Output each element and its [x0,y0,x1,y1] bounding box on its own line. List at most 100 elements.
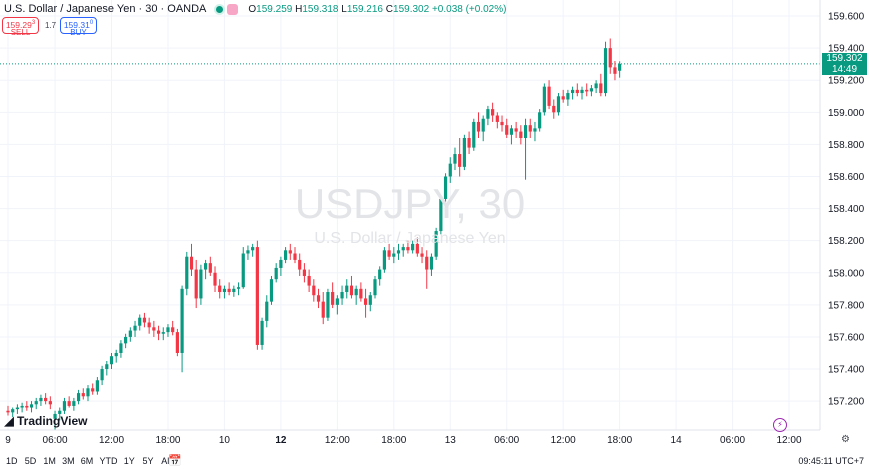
settings-gear-icon[interactable]: ⚙ [841,434,850,445]
buy-label: BUY [70,27,87,37]
candle-body [495,115,499,122]
candle [439,195,443,235]
candle [260,317,264,350]
sell-button[interactable]: 159.293 SELL [2,17,39,37]
range-button-5d[interactable]: 5D [24,456,37,466]
data-status-icon[interactable] [227,3,239,15]
candle [72,397,76,411]
tradingview-logo-icon: ◢ [4,413,14,428]
candle-body [307,275,311,286]
candle-body [613,67,617,74]
candle-body [199,269,203,299]
candle-body [91,388,95,392]
candle-body [331,292,335,305]
last-price-value: 159.302 [826,53,863,64]
candle-body [561,96,565,100]
candle [218,279,222,299]
candle [91,383,95,395]
candle [213,266,217,293]
candle [458,137,462,177]
candle-body [147,322,151,328]
candle [95,377,99,395]
candle-body [260,320,264,345]
bottom-toolbar: 1D 5D 1M 3M 6M YTD 1Y 5Y All 📅 09:45:11 UTC+7 [0,450,870,470]
candle [208,256,212,276]
candle [523,118,528,180]
range-button-1y[interactable]: 1Y [123,456,135,466]
candle-body [166,327,170,333]
candle-body [189,256,194,270]
candle-body [585,89,589,92]
candle-body [152,327,156,331]
calendar-icon[interactable]: 📅 [168,455,182,467]
range-button-3m[interactable]: 3M [62,456,75,466]
buy-button[interactable]: 159.310 BUY [60,17,97,37]
tradingview-logo[interactable]: ◢ TradingView [4,413,87,429]
price-tick-label: 157.400 [828,365,865,376]
candle-body [312,285,316,296]
close-label: C [385,3,394,15]
candle-body [20,405,24,408]
sell-label: SELL [10,27,31,37]
candle-body [486,109,490,119]
candle-body [72,401,76,406]
candle-body [321,301,325,318]
candle-body [382,250,386,270]
range-button-1d[interactable]: 1D [6,456,18,466]
candle [180,285,184,373]
market-status-icon[interactable] [214,3,226,15]
candle-body [251,247,255,251]
candle-body [269,279,274,302]
time-tick-label: 14 [671,435,683,446]
candle [594,80,598,94]
candle-body [236,287,241,289]
lightning-icon[interactable]: ⚡ [773,418,787,432]
candle [15,404,20,414]
candle-body [218,285,222,293]
candle [109,352,114,370]
candle-body [279,259,283,268]
candle-body [241,253,245,288]
candle-body [274,267,278,280]
range-button-ytd[interactable]: YTD [99,456,118,466]
candle [166,324,170,337]
candle [241,247,245,289]
candle-body [618,63,622,71]
candle [194,259,198,309]
candle [448,157,452,183]
candle [302,263,307,283]
buy-price: 159.31 [63,19,90,30]
candle-body [509,128,514,135]
candle [613,60,617,81]
clock[interactable]: 09:45:11 UTC+7 [798,456,864,466]
candle [326,288,330,321]
candle [618,61,622,78]
time-axis[interactable]: 9 06:00 12:00 18:00 10 12 12:00 18:00 13 06:00 12:… [0,429,820,446]
candle-body [580,89,584,94]
candle-body [204,263,208,270]
time-tick-label: 18:00 [607,435,632,446]
range-button-1m[interactable]: 1M [43,456,56,466]
candle-body [599,83,603,94]
candle [255,240,259,350]
candle-body [387,250,391,257]
sell-price: 159.29 [5,19,32,30]
range-button-5y[interactable]: 5Y [142,456,154,466]
candle [335,295,339,315]
time-tick-label: 06:00 [43,435,68,446]
range-button-all[interactable]: All [161,456,172,466]
candle-body [86,388,90,397]
candle-body [6,410,10,413]
candle-body [175,332,179,353]
symbol-title[interactable]: U.S. Dollar / Japanese Yen · 30 · OANDA [4,3,207,15]
candle [279,256,283,276]
candle [345,279,349,299]
candle-body [180,288,184,353]
spread-value: 1.7 [45,21,57,30]
candle [547,80,551,110]
range-button-6m[interactable]: 6M [80,456,94,466]
candle [373,275,377,299]
candle-body [472,121,476,148]
price-axis[interactable]: 159.600 159.400 159.200 159.000 158.800 158.6… [819,0,865,430]
